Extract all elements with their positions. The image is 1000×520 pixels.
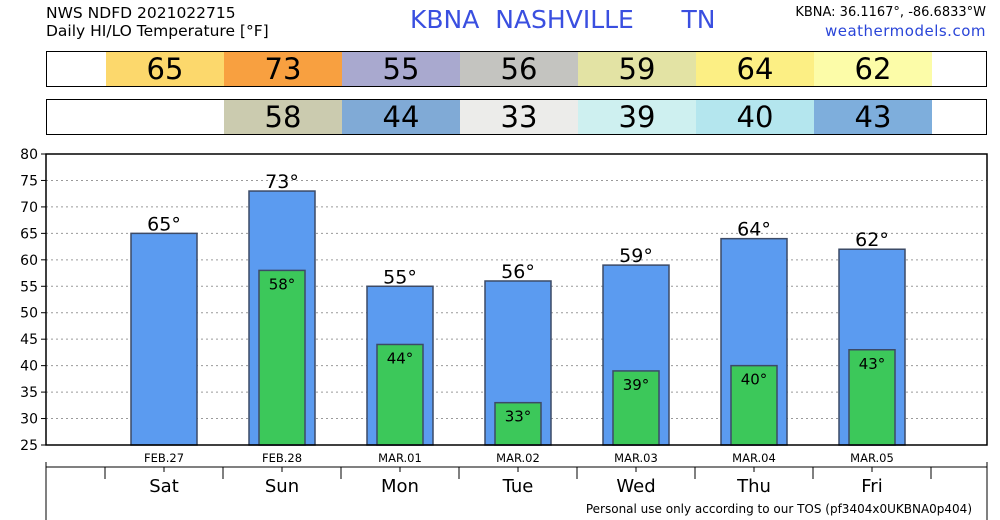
- high-value-label: 65°: [147, 213, 181, 235]
- high-temperature-strip: 65 73 55 56 59 64 62: [46, 51, 987, 87]
- high-value-label: 59°: [619, 245, 653, 267]
- plot-frame: [45, 153, 988, 446]
- low-value-label: 39°: [623, 376, 650, 394]
- y-tick-label: 55: [20, 279, 38, 295]
- low-bar: [258, 269, 306, 446]
- station-coordinates: KBNA: 36.1167°, -86.6833°W: [795, 5, 986, 20]
- low-value-label: 40°: [741, 371, 768, 389]
- site-link[interactable]: weathermodels.com: [824, 22, 986, 40]
- day-label: Tue: [502, 476, 534, 497]
- y-tick-label: 60: [20, 253, 38, 269]
- low-bar: [730, 364, 778, 446]
- low-value-label: 33°: [505, 408, 532, 426]
- day-label: Fri: [861, 476, 882, 497]
- high-strip-cell: 64: [696, 52, 814, 86]
- high-strip-cell: 56: [460, 52, 578, 86]
- date-label: MAR.03: [614, 451, 658, 465]
- low-value-label: 44°: [387, 349, 414, 367]
- high-strip-cell: 59: [578, 52, 696, 86]
- day-label: Sat: [149, 476, 179, 497]
- y-tick-label: 50: [20, 306, 38, 322]
- date-label: FEB.28: [262, 451, 302, 465]
- low-value-label: 58°: [269, 275, 296, 293]
- high-strip-cell: 65: [106, 52, 224, 86]
- y-tick-label: 35: [20, 385, 38, 401]
- low-bar: [494, 401, 542, 446]
- date-label: MAR.04: [732, 451, 776, 465]
- low-strip-cell: 39: [578, 100, 696, 134]
- high-strip-cell: 55: [342, 52, 460, 86]
- date-label: MAR.01: [378, 451, 422, 465]
- low-bar: [376, 343, 424, 446]
- high-strip-cell: 73: [224, 52, 342, 86]
- y-tick-label: 80: [20, 147, 38, 163]
- low-value-label: 43°: [859, 355, 886, 373]
- high-strip-cell: 62: [814, 52, 932, 86]
- low-bar: [848, 349, 896, 446]
- high-value-label: 62°: [855, 229, 889, 251]
- date-label: MAR.02: [496, 451, 540, 465]
- low-bar: [612, 370, 660, 446]
- high-value-label: 55°: [383, 266, 417, 288]
- day-label: Wed: [616, 476, 655, 497]
- y-tick-label: 65: [20, 226, 38, 242]
- low-strip-cell: 44: [342, 100, 460, 134]
- y-tick-label: 25: [20, 438, 38, 454]
- low-strip-cell: 40: [696, 100, 814, 134]
- low-strip-cell: 58: [224, 100, 342, 134]
- y-tick-label: 75: [20, 173, 38, 189]
- chart-title: Daily HI/LO Temperature [°F]: [46, 22, 269, 40]
- low-strip-cell: 33: [460, 100, 578, 134]
- y-tick-label: 40: [20, 359, 38, 375]
- date-label: FEB.27: [144, 451, 184, 465]
- header-info-block: KBNA: 36.1167°, -86.6833°W weathermodels…: [795, 4, 986, 40]
- y-tick-label: 45: [20, 332, 38, 348]
- high-value-label: 56°: [501, 261, 535, 283]
- high-value-label: 64°: [737, 219, 771, 241]
- date-label: MAR.05: [850, 451, 894, 465]
- day-label: Mon: [381, 476, 419, 497]
- low-strip-cell: 43: [814, 100, 932, 134]
- high-value-label: 73°: [265, 171, 299, 193]
- day-label: Sun: [265, 476, 299, 497]
- y-tick-label: 70: [20, 200, 38, 216]
- station-label: KBNA NASHVILLE TN: [410, 5, 716, 34]
- y-tick-label: 30: [20, 412, 38, 428]
- low-temperature-strip: 58 44 33 39 40 43: [46, 99, 987, 135]
- day-label: Thu: [736, 476, 771, 497]
- high-bar: [130, 232, 198, 446]
- header-title-block: NWS NDFD 2021022715 Daily HI/LO Temperat…: [46, 4, 269, 40]
- footer-note: Personal use only according to our TOS (…: [585, 502, 972, 516]
- model-run-label: NWS NDFD 2021022715: [46, 4, 236, 22]
